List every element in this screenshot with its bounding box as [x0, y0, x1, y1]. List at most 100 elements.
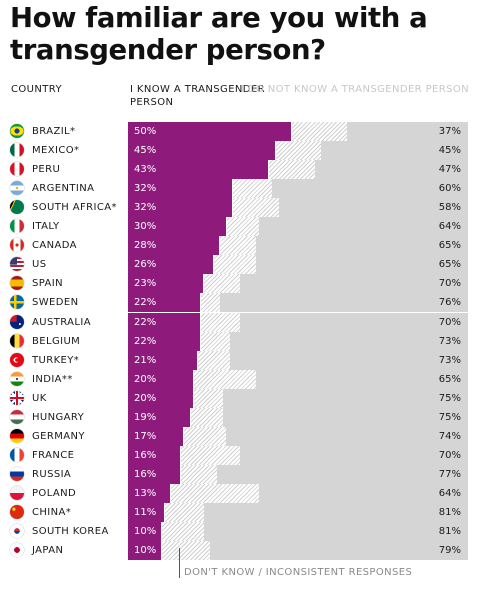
know-value-label: 10% [134, 526, 157, 538]
country-label: CHINA* [32, 507, 72, 518]
australia-flag-icon [10, 314, 24, 329]
chart-row: SOUTH KOREA 10% 81% [0, 522, 480, 542]
chart-row: BRAZIL* 50% 37% [0, 122, 480, 141]
country-label: CANADA [32, 240, 77, 252]
know-bar: 16% [128, 464, 182, 484]
know-bar: 30% [128, 217, 227, 237]
south-korea-flag-icon [10, 524, 24, 539]
south-africa-flag-icon [10, 200, 24, 215]
dont-know-bar-segment: 20% 65% [128, 369, 468, 389]
know-bar: 32% [128, 198, 234, 218]
country-label: JAPAN [32, 545, 64, 557]
know-value-label: 32% [134, 183, 157, 195]
dont-know-label: DON'T KNOW / INCONSISTENT RESPONSES [184, 567, 413, 578]
chart-row: ITALY 30% 64% [0, 217, 480, 237]
country-label: AUSTRALIA [32, 316, 91, 328]
peru-flag-icon [10, 162, 24, 177]
know-value-label: 16% [134, 468, 157, 480]
not-know-bar: 79% [210, 541, 468, 561]
not-know-bar: 64% [259, 483, 468, 503]
not-know-value-label: 70% [438, 449, 461, 461]
not-know-bar: 70% [239, 312, 468, 332]
not-know-value-label: 65% [438, 240, 461, 252]
know-bar: 16% [128, 445, 182, 465]
dont-know-bar-segment: 26% 65% [128, 255, 468, 275]
country-label: POLAND [32, 487, 77, 499]
not-know-bar: 65% [255, 369, 468, 389]
dont-know-bar-segment: 32% 58% [128, 198, 468, 218]
china-flag-icon [10, 505, 24, 519]
not-know-bar: 73% [229, 350, 468, 370]
know-bar: 22% [128, 312, 201, 332]
know-bar: 20% [128, 369, 195, 389]
chart-row: FRANCE 16% 70% [0, 445, 480, 465]
know-value-label: 22% [134, 316, 157, 328]
not-know-value-label: 81% [438, 507, 461, 518]
know-bar: 22% [128, 331, 201, 351]
spain-flag-icon [10, 276, 24, 291]
know-bar: 50% [128, 122, 293, 141]
country-label: US [32, 259, 47, 271]
know-value-label: 26% [134, 259, 157, 271]
not-know-value-label: 45% [438, 145, 461, 157]
chart-row: CANADA 28% 65% [0, 236, 480, 256]
dont-know-bar-segment: 28% 65% [128, 236, 468, 256]
not-know-bar: 74% [226, 426, 468, 446]
know-value-label: 19% [134, 411, 157, 423]
not-know-value-label: 70% [438, 316, 461, 328]
dont-know-bar-segment: 22% 73% [128, 331, 468, 351]
hungary-flag-icon [10, 409, 24, 424]
know-bar: 23% [128, 274, 205, 294]
not-know-column-header: I DO NOT KNOW A TRANSGENDER PERSON [240, 84, 469, 95]
dont-know-bar-segment: 10% 79% [128, 541, 468, 561]
not-know-value-label: 47% [438, 164, 461, 176]
brazil-flag-icon [10, 124, 24, 138]
italy-flag-icon [10, 219, 24, 234]
chart-row: HUNGARY 19% 75% [0, 407, 480, 427]
chart-row: POLAND 13% 64% [0, 483, 480, 503]
not-know-bar: 47% [314, 160, 468, 180]
dont-know-bar-segment: 21% 73% [128, 350, 468, 370]
know-value-label: 23% [134, 278, 157, 290]
dont-know-bar-segment: 11% 81% [128, 503, 468, 522]
not-know-bar: 70% [239, 274, 468, 294]
country-label: ARGENTINA [32, 183, 95, 195]
argentina-flag-icon [10, 181, 24, 196]
not-know-bar: 73% [229, 331, 468, 351]
know-bar: 28% [128, 236, 221, 256]
not-know-value-label: 75% [438, 392, 461, 404]
not-know-bar: 75% [223, 388, 468, 408]
know-value-label: 30% [134, 221, 157, 233]
chart-row: RUSSIA 16% 77% [0, 464, 480, 484]
know-bar: 17% [128, 426, 185, 446]
know-value-label: 43% [134, 164, 157, 176]
know-value-label: 11% [134, 507, 157, 518]
know-value-label: 22% [134, 297, 157, 309]
germany-flag-icon [10, 428, 24, 443]
not-know-value-label: 64% [438, 221, 461, 233]
know-bar: 11% [128, 503, 165, 522]
know-value-label: 17% [134, 430, 157, 442]
country-label: INDIA** [32, 373, 73, 385]
chart-row: GERMANY 17% 74% [0, 426, 480, 446]
know-bar: 13% [128, 483, 172, 503]
chart-title: How familiar are you with a transgender … [10, 2, 428, 66]
country-label: SWEDEN [32, 297, 79, 309]
country-label: BELGIUM [32, 335, 81, 347]
know-column-header: I KNOW A TRANSGENDER PERSON [130, 84, 265, 108]
not-know-bar: 81% [203, 522, 468, 542]
poland-flag-icon [10, 485, 24, 500]
uk-flag-icon [10, 390, 24, 405]
country-label: BRAZIL* [32, 126, 76, 137]
dont-know-pointer-line [179, 548, 180, 578]
not-know-value-label: 74% [438, 430, 461, 442]
chart-row: MEXICO* 45% 45% [0, 141, 480, 161]
dont-know-bar-segment: 20% 75% [128, 388, 468, 408]
know-value-label: 10% [134, 545, 157, 557]
not-know-value-label: 65% [438, 259, 461, 271]
country-label: FRANCE [32, 449, 75, 461]
chart-row: BELGIUM 22% 73% [0, 331, 480, 351]
not-know-value-label: 37% [438, 126, 461, 137]
know-value-label: 13% [134, 487, 157, 499]
country-label: UK [32, 392, 47, 404]
